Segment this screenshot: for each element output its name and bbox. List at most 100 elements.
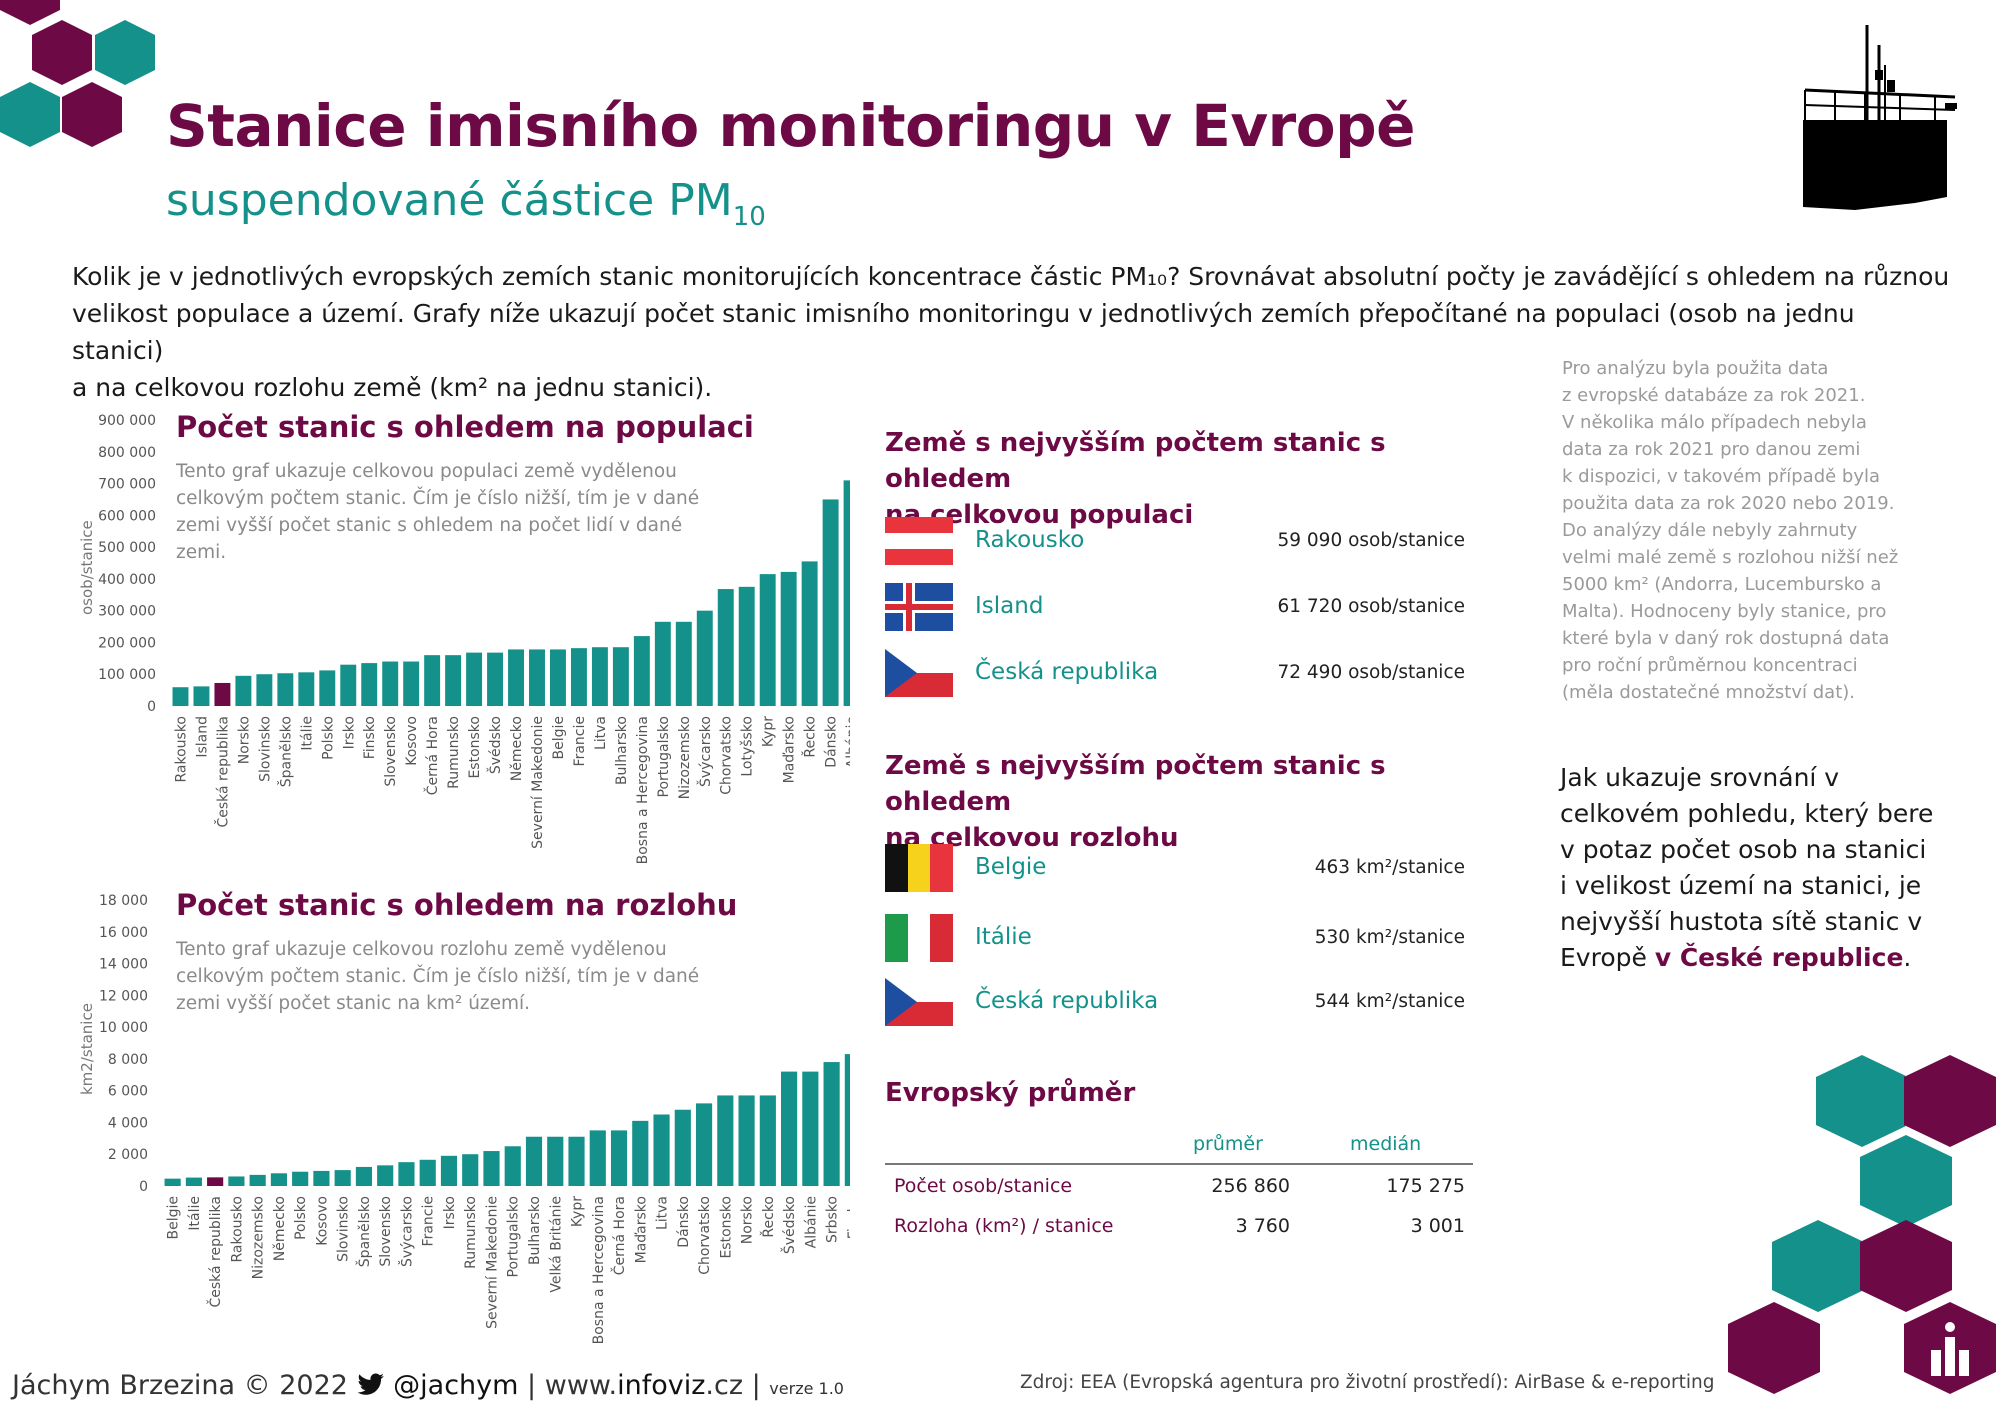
country-name: Belgie <box>975 854 1047 880</box>
x-tick-label: Belgie <box>166 1196 182 1240</box>
bar <box>355 1166 373 1186</box>
bar <box>822 499 839 706</box>
note-line: Pro analýzu byla použita data <box>1562 358 1829 379</box>
country-name: Itálie <box>975 924 1032 950</box>
rank-row-island: Island 61 720 osob/stanice <box>885 583 1465 633</box>
bar <box>675 621 692 706</box>
x-tick-label: Bosna a Hercegovina <box>635 716 651 864</box>
monitoring-station-icon <box>1803 25 1957 210</box>
bar <box>419 1159 436 1186</box>
italy-flag-icon <box>885 914 953 962</box>
rank-row-italie: Itálie 530 km²/stanice <box>885 914 1465 964</box>
bar <box>844 1054 850 1186</box>
twitter-handle[interactable]: @jachym <box>393 1370 519 1401</box>
footer-separator: | <box>751 1370 761 1401</box>
x-tick-label: Belgie <box>551 716 567 760</box>
page-title: Stanice imisního monitoringu v Evropě <box>166 92 1415 160</box>
x-tick-label: Slovinsko <box>336 1196 352 1262</box>
area-chart-title: Počet stanic s ohledem na rozlohu <box>176 888 738 922</box>
bar <box>717 1095 734 1186</box>
bar <box>487 652 504 706</box>
area-chart-svg: 18 000 16 000 14 000 12 000 10 000 8 000 6 000… <box>99 893 850 1344</box>
area-chart: km2/stanice 18 000 16 000 14 000 12 000 10 0… <box>70 880 850 1360</box>
x-tick-label: Portugalsko <box>506 1196 522 1277</box>
bar <box>696 610 713 706</box>
x-tick-label: Španělsko <box>276 716 294 787</box>
avg-row-median: 175 275 <box>1386 1175 1465 1197</box>
note-line: V několika málo případech nebyla <box>1562 412 1867 433</box>
bar <box>525 1136 543 1186</box>
footer-credits: Jáchym Brzezina © 2022 @jachym | www.inf… <box>12 1370 844 1401</box>
bar <box>193 686 210 706</box>
top-population-section: Země s nejvyšším počtem stanic s ohledem… <box>885 425 1465 705</box>
intro-line-3: a na celkovou rozlohu země (km² na jednu… <box>72 373 713 402</box>
bar <box>334 1170 351 1186</box>
bar <box>801 561 818 706</box>
note-line: (měla dostatečné množství dat). <box>1562 682 1855 703</box>
x-tick-label: Albánie <box>845 716 850 768</box>
x-tick-label: Rumunsko <box>463 1196 479 1269</box>
x-tick-label: Severní Makedonie <box>484 1196 500 1329</box>
bar <box>403 661 420 706</box>
bar <box>547 1136 564 1186</box>
avg-row-label: Počet osob/stanice <box>894 1175 1073 1197</box>
bar <box>570 648 587 706</box>
note-line: které byla v daný rok dostupná data <box>1562 628 1890 649</box>
bar <box>823 1062 840 1186</box>
bar <box>249 1174 266 1186</box>
note-line: Malta). Hodnoceny byly stanice, pro <box>1562 601 1887 622</box>
y-tick-label: 400 000 <box>98 572 156 588</box>
avg-row-label: Rozloha (km²) / stanice <box>894 1215 1114 1237</box>
website-link[interactable]: www.infoviz.cz <box>544 1370 743 1401</box>
x-tick-label: Bulharsko <box>527 1196 543 1265</box>
x-tick-label: Slovensko <box>383 716 399 787</box>
x-tick-label: Chorvatsko <box>719 716 735 795</box>
rank-row-rakousko: Rakousko 59 090 osob/stanice <box>885 517 1465 567</box>
footer-separator: | <box>527 1370 537 1401</box>
x-tick-label: Polsko <box>293 1196 309 1240</box>
y-tick-label: 300 000 <box>98 604 156 620</box>
x-tick-label: Nizozemsko <box>677 716 693 799</box>
conclusion-highlight: v České republice <box>1654 943 1904 972</box>
bar <box>256 674 273 706</box>
x-tick-label: Maďarsko <box>782 716 798 783</box>
y-tick-label: 0 <box>139 1179 148 1195</box>
bar <box>654 621 671 706</box>
bar <box>228 1176 245 1186</box>
country-value: 530 km²/stanice <box>1314 927 1465 948</box>
population-chart-svg: 900 000 800 000 700 000 600 000 500 000 400 0… <box>98 413 850 864</box>
x-tick-label: Albánie <box>803 1196 819 1248</box>
bar <box>612 647 629 706</box>
y-tick-label: 12 000 <box>99 988 148 1004</box>
x-tick-label: Portugalsko <box>656 716 672 797</box>
avg-table-divider <box>885 1163 1473 1165</box>
x-tick-label: Maďarsko <box>633 1196 649 1263</box>
czech-flag-icon <box>885 649 953 697</box>
bar <box>738 1095 755 1186</box>
x-tick-label: Německo <box>509 716 525 781</box>
bar <box>550 649 566 706</box>
x-tick-label: Švédsko <box>780 1196 798 1254</box>
x-tick-label: Slovinsko <box>257 716 273 782</box>
european-average-title: Evropský průměr <box>885 1078 1136 1108</box>
country-value: 61 720 osob/stanice <box>1277 596 1465 617</box>
x-tick-label: Bosna a Hercegovina <box>591 1196 607 1344</box>
bar <box>802 1071 819 1186</box>
area-chart-description: Tento graf ukazuje celkovou rozlohu země… <box>176 939 700 1014</box>
x-tick-label: Dánsko <box>676 1196 692 1248</box>
x-tick-label: Irsko <box>341 716 357 749</box>
y-tick-label: 18 000 <box>99 893 148 909</box>
x-tick-label: Černá Hora <box>423 716 441 795</box>
version: verze 1.0 <box>769 1379 844 1398</box>
note-line: Do analýzy dále nebyly zahrnuty <box>1562 520 1858 541</box>
country-value: 72 490 osob/stanice <box>1277 662 1465 683</box>
note-line: data za rok 2021 pro danou zemi <box>1562 439 1861 460</box>
intro-line-2: velikost populace a území. Grafy níže uk… <box>72 299 1855 365</box>
x-tick-label: Chorvatsko <box>697 1196 713 1275</box>
y-tick-label: 200 000 <box>98 635 156 651</box>
x-tick-label: Estonsko <box>467 716 483 779</box>
x-tick-label: Itálie <box>187 1196 203 1231</box>
bar <box>361 663 378 706</box>
x-tick-label: Francie <box>572 716 588 766</box>
x-tick-label: Litva <box>655 1196 671 1230</box>
